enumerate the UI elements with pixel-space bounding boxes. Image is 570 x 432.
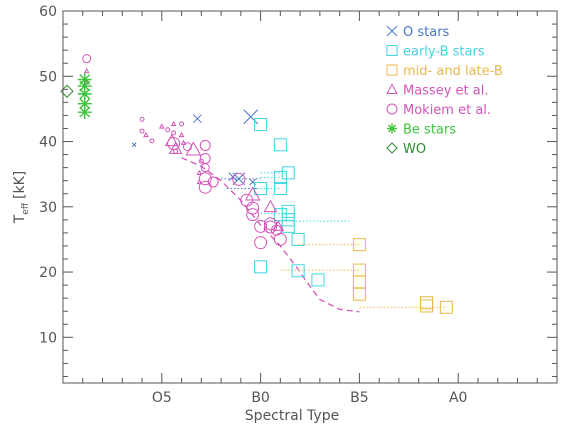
point-early-b-stars [273, 182, 287, 196]
point-mokiem-et-al [198, 172, 212, 186]
point-mid-and-late-b [420, 299, 434, 313]
point-mokiem-et-al [182, 142, 192, 152]
y-axis-title-subscript: eff [21, 202, 31, 215]
point-mokiem-et-al [165, 127, 171, 133]
point-be-stars [77, 79, 92, 94]
legend-label-o-stars: O stars [403, 25, 450, 40]
y-axis-title-unit: [kK] [12, 171, 28, 199]
y-tick-label: 20 [39, 265, 57, 281]
point-mokiem-et-al [200, 163, 210, 173]
x-tick-label: B5 [350, 390, 369, 406]
point-massey-et-al [196, 169, 203, 175]
point-early-b-stars [273, 170, 287, 184]
legend-label-wo: WO [403, 142, 426, 157]
y-tick-label: 10 [39, 330, 57, 346]
point-mokiem-et-al [198, 180, 212, 194]
point-mid-and-late-b [352, 287, 366, 301]
point-early-b-stars [291, 264, 305, 278]
point-massey-et-al [185, 141, 202, 156]
point-massey-et-al [158, 123, 165, 129]
point-early-b-stars [254, 260, 268, 274]
legend-marker-mokiem-et-al [386, 103, 398, 115]
point-mokiem-et-al [254, 236, 268, 250]
legend-label-mid-and-late-b: mid- and late-B [403, 64, 503, 79]
point-early-b-stars [273, 208, 287, 222]
point-be-stars [77, 105, 92, 120]
point-mokiem-et-al [199, 139, 211, 151]
y-tick-label: 50 [39, 69, 57, 85]
legend-marker-be-stars [387, 123, 397, 134]
point-mokiem-et-al [246, 208, 260, 222]
point-mid-and-late-b [352, 275, 366, 289]
point-mokiem-et-al [139, 128, 145, 134]
legend: O stars early-B stars mid- and late-B Masse… [386, 25, 503, 157]
legend-marker-wo [386, 142, 398, 154]
point-mokiem-et-al [171, 130, 177, 136]
point-mokiem-et-al [167, 136, 181, 150]
point-massey-et-al [180, 139, 187, 145]
point-massey-et-al [263, 199, 278, 213]
point-early-b-stars [311, 273, 325, 287]
y-axis-title: Teff [kK] [12, 171, 31, 225]
point-mid-and-late-b [352, 238, 366, 252]
point-o-stars [131, 142, 137, 148]
point-early-b-stars [273, 138, 287, 152]
axes: 10 20 30 40 50 60 O5 B0 B5 A0 Spectral Type Teff [kK… [12, 4, 558, 424]
point-early-b-stars [281, 204, 295, 218]
y-tick-label: 30 [39, 200, 57, 216]
point-massey-et-al [170, 120, 177, 127]
point-o-stars [193, 114, 202, 124]
legend-marker-mid-and-late-b [386, 64, 398, 76]
legend-label-be-stars: Be stars [403, 123, 456, 138]
plot-frame [62, 10, 558, 384]
point-be-stars [77, 96, 92, 111]
y-axis-title-main: T [12, 214, 28, 224]
point-mokiem-et-al [198, 158, 204, 164]
point-mokiem-et-al [263, 217, 277, 231]
x-axis-title: Spectral Type [245, 408, 339, 424]
point-mokiem-et-al [179, 121, 185, 127]
point-early-b-stars [291, 232, 305, 246]
point-early-b-stars [254, 118, 268, 132]
legend-marker-massey-et-al [386, 83, 398, 94]
point-mokiem-et-al [199, 152, 211, 164]
point-mokiem-et-al [246, 201, 260, 215]
point-early-b-stars [281, 213, 295, 227]
point-mokiem-et-al [207, 176, 219, 188]
x-tick-label: A0 [449, 390, 467, 406]
point-mokiem-et-al [82, 54, 92, 64]
point-o-stars [243, 109, 259, 125]
point-mokiem-et-al [273, 232, 287, 246]
point-massey-et-al [143, 131, 149, 138]
point-mokiem-et-al [263, 220, 277, 234]
point-massey-et-al [83, 68, 90, 74]
y-tick-label: 40 [39, 135, 57, 151]
legend-label-early-b-stars: early-B stars [403, 45, 485, 60]
point-be-stars [77, 86, 92, 101]
point-mokiem-et-al [149, 138, 155, 144]
point-early-b-stars [281, 219, 295, 233]
point-massey-et-al [178, 131, 185, 138]
point-mokiem-et-al [139, 116, 145, 122]
y-tick-label: 60 [39, 4, 57, 20]
point-early-b-stars [281, 166, 295, 180]
point-mokiem-et-al [254, 219, 268, 233]
legend-marker-o-stars [386, 25, 398, 37]
legend-label-massey-et-al: Massey et al. [403, 84, 489, 99]
legend-marker-early-b-stars [386, 45, 398, 56]
x-tick-label: O5 [152, 390, 172, 406]
point-mokiem-et-al [232, 172, 246, 186]
point-mid-and-late-b [439, 300, 453, 314]
point-early-b-stars [254, 182, 268, 196]
legend-label-mokiem-et-al: Mokiem et al. [403, 103, 491, 118]
x-tick-label: B0 [251, 390, 270, 406]
dotted-lines-layer [221, 172, 447, 308]
